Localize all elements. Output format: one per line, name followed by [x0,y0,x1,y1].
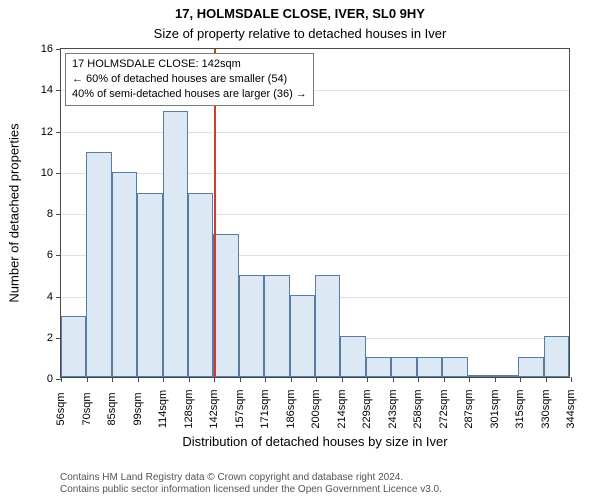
histogram-bar [137,193,162,378]
x-tick [546,377,547,382]
chart-title-main: 17, HOLMSDALE CLOSE, IVER, SL0 9HY [175,6,425,21]
x-tick-label: 301sqm [489,389,501,428]
histogram-bar [213,234,238,378]
x-tick-label: 330sqm [540,389,552,428]
footer-line2: Contains public sector information licen… [60,484,442,496]
x-tick-label: 243sqm [387,389,399,428]
x-tick [342,377,343,382]
histogram-bar [239,275,264,378]
x-tick-label: 287sqm [463,389,475,428]
plot-area: Distribution of detached houses by size … [60,48,570,378]
y-tick-label: 2 [47,332,61,344]
annotation-line1: 17 HOLMSDALE CLOSE: 142sqm [72,57,307,72]
y-tick-label: 14 [41,84,61,96]
histogram-bar [493,375,518,377]
histogram-bar [290,295,315,377]
x-tick [163,377,164,382]
y-tick-label: 16 [41,43,61,55]
histogram-bar [188,193,213,378]
x-tick [393,377,394,382]
x-tick [495,377,496,382]
x-tick [418,377,419,382]
x-tick-label: 142sqm [208,389,220,428]
x-tick [571,377,572,382]
x-tick [291,377,292,382]
x-tick-label: 99sqm [132,392,144,425]
x-tick [87,377,88,382]
y-tick-label: 8 [47,208,61,220]
chart-title-sub: Size of property relative to detached ho… [154,26,447,41]
x-axis-label: Distribution of detached houses by size … [182,434,447,449]
y-axis-label: Number of detached properties [7,123,22,302]
annotation-line3: 40% of semi-detached houses are larger (… [72,87,307,102]
histogram-bar [340,336,365,377]
x-tick-label: 214sqm [336,389,348,428]
x-tick-label: 229sqm [361,389,373,428]
x-tick-label: 70sqm [81,392,93,425]
x-tick-label: 258sqm [412,389,424,428]
histogram-bar [417,357,442,378]
histogram-bar [391,357,416,378]
y-tick-label: 0 [47,373,61,385]
x-tick [112,377,113,382]
x-tick [189,377,190,382]
x-tick [61,377,62,382]
chart-container: 17, HOLMSDALE CLOSE, IVER, SL0 9HY Size … [0,0,600,500]
histogram-bar [86,152,111,378]
x-tick [444,377,445,382]
y-tick-label: 12 [41,126,61,138]
x-tick-label: 56sqm [55,392,67,425]
x-tick-label: 114sqm [157,390,169,428]
x-tick-label: 85sqm [106,392,118,425]
x-tick [265,377,266,382]
histogram-bar [264,275,289,378]
annotation-line2: ← 60% of detached houses are smaller (54… [72,72,307,87]
x-tick-label: 171sqm [259,389,271,428]
x-tick-label: 128sqm [183,389,195,428]
x-tick [469,377,470,382]
histogram-bar [518,357,543,378]
histogram-bar [544,336,569,377]
histogram-bar [61,316,86,378]
x-tick-label: 344sqm [565,389,577,428]
x-tick [240,377,241,382]
histogram-bar [112,172,137,377]
x-tick [214,377,215,382]
x-tick [138,377,139,382]
x-tick [316,377,317,382]
x-tick-label: 200sqm [310,389,322,428]
y-tick-label: 10 [41,167,61,179]
y-tick-label: 6 [47,249,61,261]
histogram-bar [366,357,391,378]
histogram-bar [468,375,493,377]
footer-line1: Contains HM Land Registry data © Crown c… [60,472,442,484]
histogram-bar [442,357,467,378]
x-tick-label: 315sqm [514,389,526,428]
x-tick-label: 157sqm [234,389,246,428]
x-tick [367,377,368,382]
x-tick [520,377,521,382]
histogram-bar [315,275,340,378]
annotation-box: 17 HOLMSDALE CLOSE: 142sqm ← 60% of deta… [65,53,314,106]
chart-footer: Contains HM Land Registry data © Crown c… [60,472,442,496]
histogram-bar [163,111,188,378]
x-tick-label: 186sqm [285,389,297,428]
x-tick-label: 272sqm [438,389,450,428]
y-tick-label: 4 [47,291,61,303]
